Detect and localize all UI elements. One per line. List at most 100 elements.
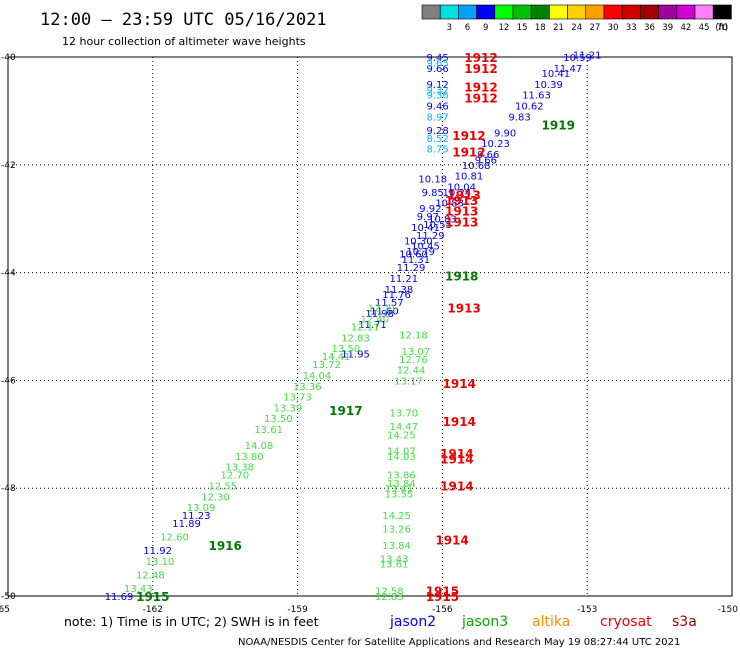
color-scale-label: 36 [644,23,655,33]
wave-height-value: 14.41 [322,352,351,363]
wave-height-value: 11.60 [370,306,399,317]
wave-height-value: 11.31 [402,255,431,266]
wave-height-value: 9.92 [419,204,441,215]
wave-height-value: 13.10 [146,557,175,568]
credit-line: NOAA/NESDIS Center for Satellite Applica… [238,637,680,648]
color-scale-swatch [621,4,641,20]
wave-height-value: 9.65 [426,58,448,69]
wave-height-value: 11.21 [573,50,602,61]
wave-height-value: 10.83 [428,215,457,226]
color-scale-swatch [567,4,587,20]
color-scale-label: 21 [553,23,564,33]
pass-time-label: 1912 [464,51,497,65]
wave-height-value: 9.85 [422,188,444,199]
wave-height-value: 9.66 [477,150,499,161]
pass-time-label: 1916 [208,539,241,553]
wave-height-value: 13.61 [254,425,283,436]
wave-height-value: 9.45 [426,53,448,64]
pass-time-label: 1914 [443,377,476,391]
pass-time-label: 1914 [440,453,473,467]
wave-height-value: 12.70 [221,471,250,482]
y-tick-label: -42 [1,161,16,171]
color-scale-label: 18 [535,23,546,33]
wave-height-value: 11.95 [341,349,370,360]
wave-height-value: 13.50 [264,414,293,425]
color-scale-swatch [585,4,605,20]
color-scale-label: 33 [626,23,637,33]
wave-height-value: 10.30 [404,236,433,247]
pass-time-label: 1914 [435,533,468,547]
color-scale-swatch [439,4,459,20]
wave-height-value: 10.18 [418,174,447,185]
y-tick-label: -46 [1,376,16,386]
wave-height-value: 12.58 [375,587,404,598]
pass-time-label: 1915 [426,585,459,599]
wave-height-value: 13.61 [380,560,409,571]
color-scale-swatch [603,4,623,20]
color-scale-label: 45 [699,23,710,33]
wave-height-value: 9.46 [426,102,448,113]
y-tick-label: -50 [1,592,16,602]
wave-height-value: 13.39 [274,403,303,414]
wave-height-labels: 9.8310.6211.6310.3910.4111.4710.5911.219… [105,50,602,604]
wave-height-value: 13.84 [387,479,416,490]
wave-height-value: 12.30 [201,492,230,503]
y-tick-label: -44 [1,269,16,279]
color-scale-label: 9 [483,23,488,33]
satellite-name-cryosat: cryosat [600,614,652,630]
wave-height-value: 13.43 [380,554,409,565]
pass-time-label: 1912 [452,129,485,143]
color-scale-label: 15 [517,23,528,33]
wave-height-value: 9.90 [494,128,516,139]
wave-height-value: 12.76 [399,355,428,366]
pass-time-label: 1917 [329,404,362,418]
pass-time-label: 1912 [464,91,497,105]
wave-height-value: 13.36 [293,382,322,393]
wave-height-value: 13.43 [124,584,153,595]
wave-height-value: 11.21 [389,274,418,285]
plot-area: -165 -162 -159 -156 -153 -150 -40 -42 -44 -46 -48 -… [0,53,738,615]
x-tick-label: -159 [287,605,308,615]
pass-time-label: 1912 [464,81,497,95]
wave-height-value: 8.97 [426,112,448,123]
color-scale-swatch [476,4,496,20]
wave-height-value: 13.26 [382,525,411,536]
wave-height-value: 9.36 [426,91,448,102]
pass-time-label: 1912 [464,62,497,76]
wave-height-value: 12.44 [397,366,426,377]
color-scale-swatch [530,4,550,20]
color-scale-label: 6 [465,23,470,33]
wave-height-value: 14.25 [387,430,416,441]
color-scale-swatch [640,4,659,20]
x-tick-label: -156 [432,605,453,615]
satellite-name-altika: altika [532,614,570,630]
wave-height-value: 14.03 [387,452,416,463]
wave-height-value: 12.83 [375,592,404,603]
wave-height-value: 12.11 [368,304,397,315]
wave-height-value: 11.98 [365,309,394,320]
wave-height-value: 10.79 [406,247,435,258]
y-tick-label: -40 [1,53,16,63]
wave-height-value: 8.52 [426,134,448,145]
wave-height-value: 9.97 [417,212,439,223]
pass-time-label: 1919 [542,118,575,132]
wave-height-value: 12.40 [361,314,390,325]
wave-height-value: 13.41 [385,484,414,495]
wave-height-value: 11.47 [554,64,583,75]
wave-height-value: 10.39 [534,80,563,91]
wave-height-value: 13.84 [382,541,411,552]
wave-height-value: 10.45 [411,242,440,253]
satellite-name-jason2: jason2 [389,614,436,630]
wave-height-value: 12.60 [160,533,189,544]
wave-height-value: 12.83 [341,333,370,344]
pass-time-label: 1914 [440,480,473,494]
wave-height-value: 10.55 [423,220,452,231]
wave-height-value: 14.07 [387,446,416,457]
pass-time-label: 1918 [445,269,478,283]
wave-height-value: 10.60 [399,250,428,261]
wave-height-value: 10.24 [443,188,472,199]
color-scale-bar: 3 6 9 12 15 18 21 24 27 30 33 36 39 42 45 70(ft) [421,4,732,33]
color-scale-label: 3 [447,23,452,33]
pass-time-label: 1912 [452,145,485,159]
